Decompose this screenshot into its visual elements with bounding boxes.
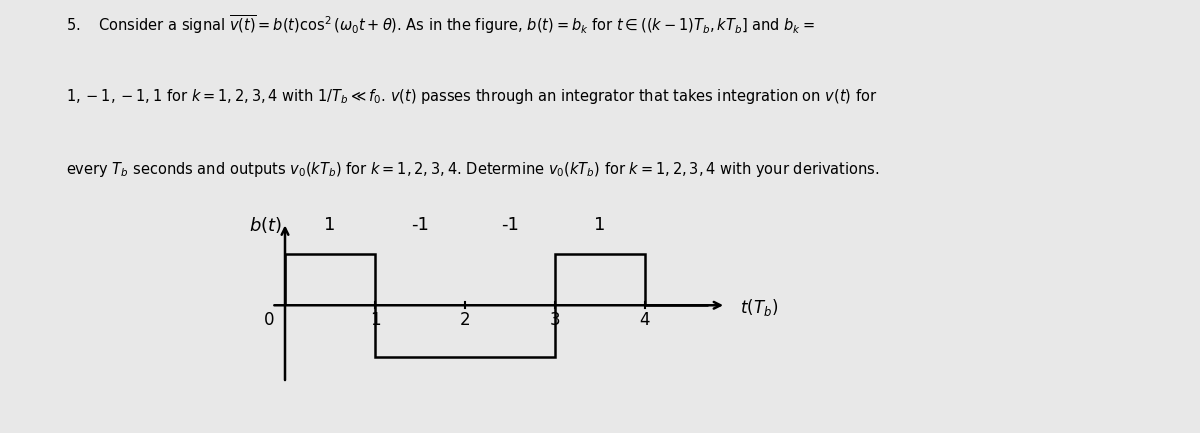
Text: every $T_b$ seconds and outputs $v_0(kT_b)$ for $k = 1, 2, 3, 4$. Determine $v_0: every $T_b$ seconds and outputs $v_0(kT_… [66,160,880,179]
Text: 1: 1 [594,216,606,234]
Text: 5.    Consider a signal $\overline{v(t)} = b(t)\cos^2(\omega_0 t + \theta)$. As : 5. Consider a signal $\overline{v(t)} = … [66,13,815,36]
Text: 3: 3 [550,311,560,330]
Text: 4: 4 [640,311,650,330]
Text: 1: 1 [324,216,336,234]
Text: 1: 1 [370,311,380,330]
Text: $1, -1, -1, 1$ for $k = 1, 2, 3, 4$ with $1/T_b \ll f_0$. $v(t)$ passes through : $1, -1, -1, 1$ for $k = 1, 2, 3, 4$ with… [66,87,877,106]
Text: 0: 0 [264,311,274,330]
Text: $t(T_b)$: $t(T_b)$ [739,297,778,318]
Text: $b(t)$: $b(t)$ [248,215,282,235]
Text: -1: -1 [502,216,518,234]
Text: 2: 2 [460,311,470,330]
Text: -1: -1 [412,216,428,234]
